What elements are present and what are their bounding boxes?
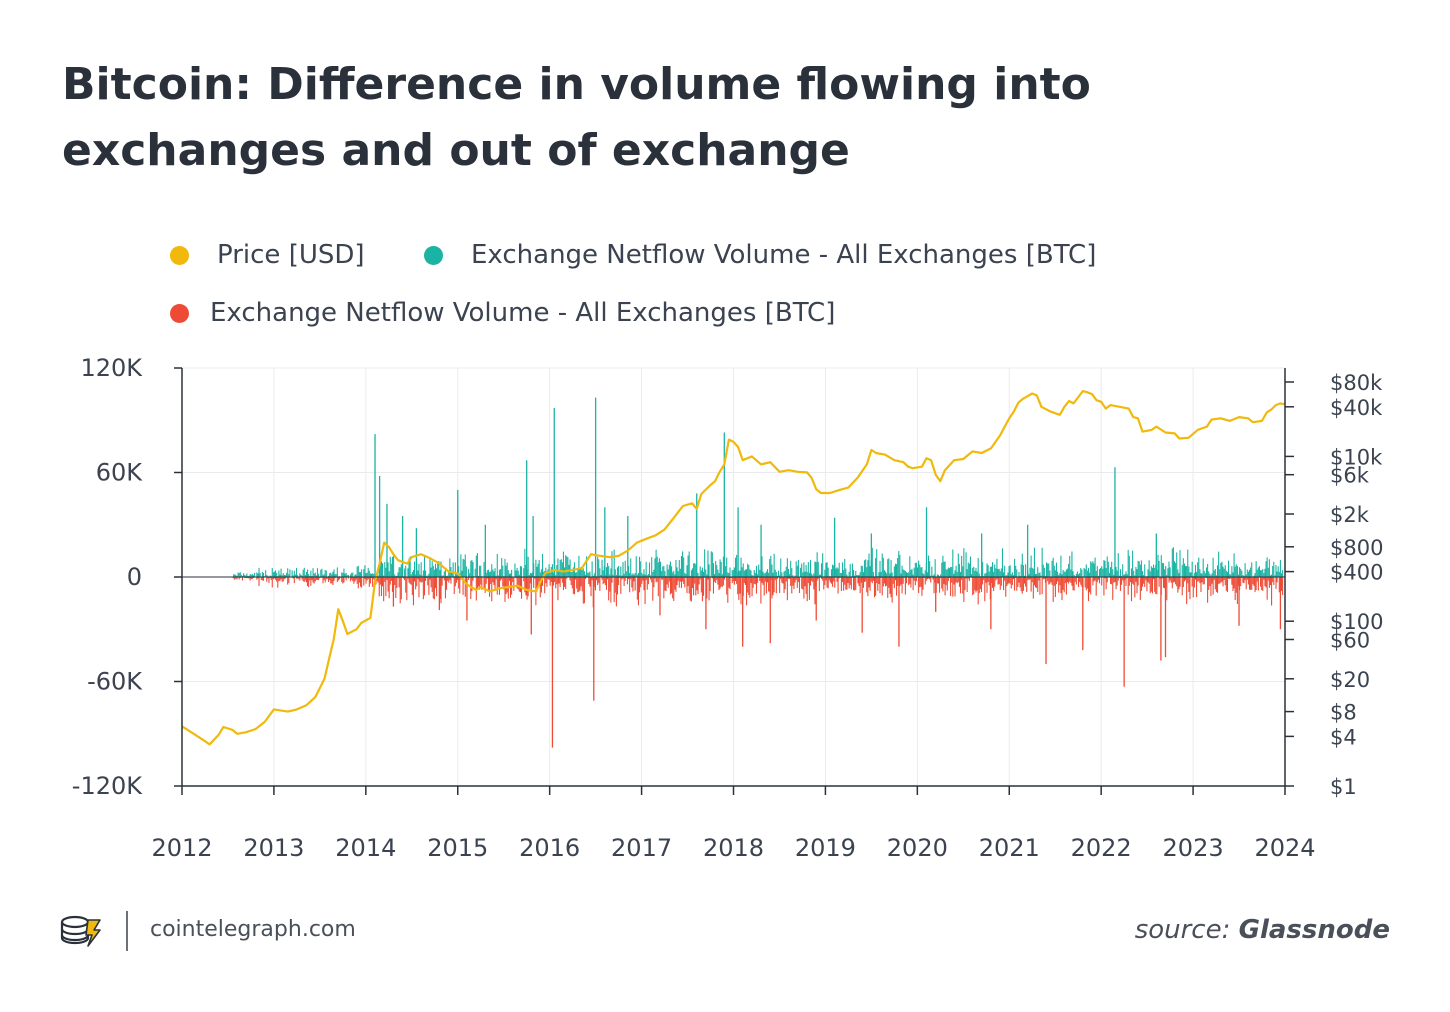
legend-item-netflow-positive[interactable]: Exchange Netflow Volume - All Exchanges … [424,240,1096,270]
y-tick-label-right: $20 [1330,668,1370,692]
legend-item-price[interactable]: Price [USD] [170,240,365,270]
x-tick-label: 2018 [703,834,764,862]
y-tick-label-right: $400 [1330,561,1383,585]
x-tick-label: 2023 [1163,834,1224,862]
legend-label-netflow-negative: Exchange Netflow Volume - All Exchanges … [210,298,836,328]
legend-dot-netflow-negative [170,303,189,323]
y-tick-label-left: 60K [96,459,144,487]
y-tick-label-right: $100 [1330,610,1383,634]
x-axis-ticks: 2012 2013 2014 2015 2016 2017 2018 2019 2020 2021… [151,786,1316,862]
source-prefix: source: [1134,915,1231,945]
y-tick-label-right: $2k [1330,503,1370,527]
y-tick-label-left: -120K [72,772,143,800]
x-tick-label: 2015 [427,834,488,862]
y-tick-label-right: $10k [1330,445,1383,469]
x-tick-label: 2013 [243,834,304,862]
legend-dot-netflow-positive [424,245,443,265]
cointelegraph-logo-icon [58,910,106,958]
x-tick-label: 2012 [151,834,212,862]
y-tick-label-right: $800 [1330,536,1383,560]
legend-label-netflow-positive: Exchange Netflow Volume - All Exchanges … [471,240,1097,270]
x-tick-label: 2017 [611,834,672,862]
netflow-spikes [374,397,1282,748]
x-tick-label: 2016 [519,834,580,862]
legend-label-price: Price [USD] [217,240,365,270]
footer-site-link[interactable]: cointelegraph.com [150,917,356,942]
footer-divider [126,911,128,951]
y-tick-label-left: 0 [127,563,142,591]
chart-title: Bitcoin: Difference in volume flowing in… [62,59,1091,176]
x-tick-label: 2019 [795,834,856,862]
x-tick-label: 2020 [887,834,948,862]
y-tick-label-right: $60 [1330,628,1370,652]
x-tick-label: 2024 [1254,834,1315,862]
y-tick-label-right: $40k [1330,396,1383,420]
y-tick-label-right: $6k [1330,464,1370,488]
y-tick-label-left: -60K [87,668,143,696]
y-tick-label-right: $4 [1330,725,1357,749]
legend-dot-price [170,245,189,265]
y-axis-right-ticks: $80k$40k $10k$6k $2k $800$400 $100$60 $20 $8$4… [1285,371,1383,799]
y-tick-label-right: $80k [1330,371,1383,395]
x-tick-label: 2022 [1071,834,1132,862]
legend-item-netflow-negative[interactable]: Exchange Netflow Volume - All Exchanges … [170,298,835,328]
x-tick-label: 2021 [979,834,1040,862]
x-tick-label: 2014 [335,834,396,862]
footer-source: source: Glassnode [1135,915,1390,945]
y-axis-left-ticks: 120K 60K 0 -60K -120K [72,354,182,800]
y-tick-label-right: $1 [1330,775,1357,799]
price-line [181,390,1286,746]
y-tick-label-left: 120K [80,354,143,382]
y-tick-label-right: $8 [1330,701,1357,725]
source-name: Glassnode [1238,915,1390,945]
